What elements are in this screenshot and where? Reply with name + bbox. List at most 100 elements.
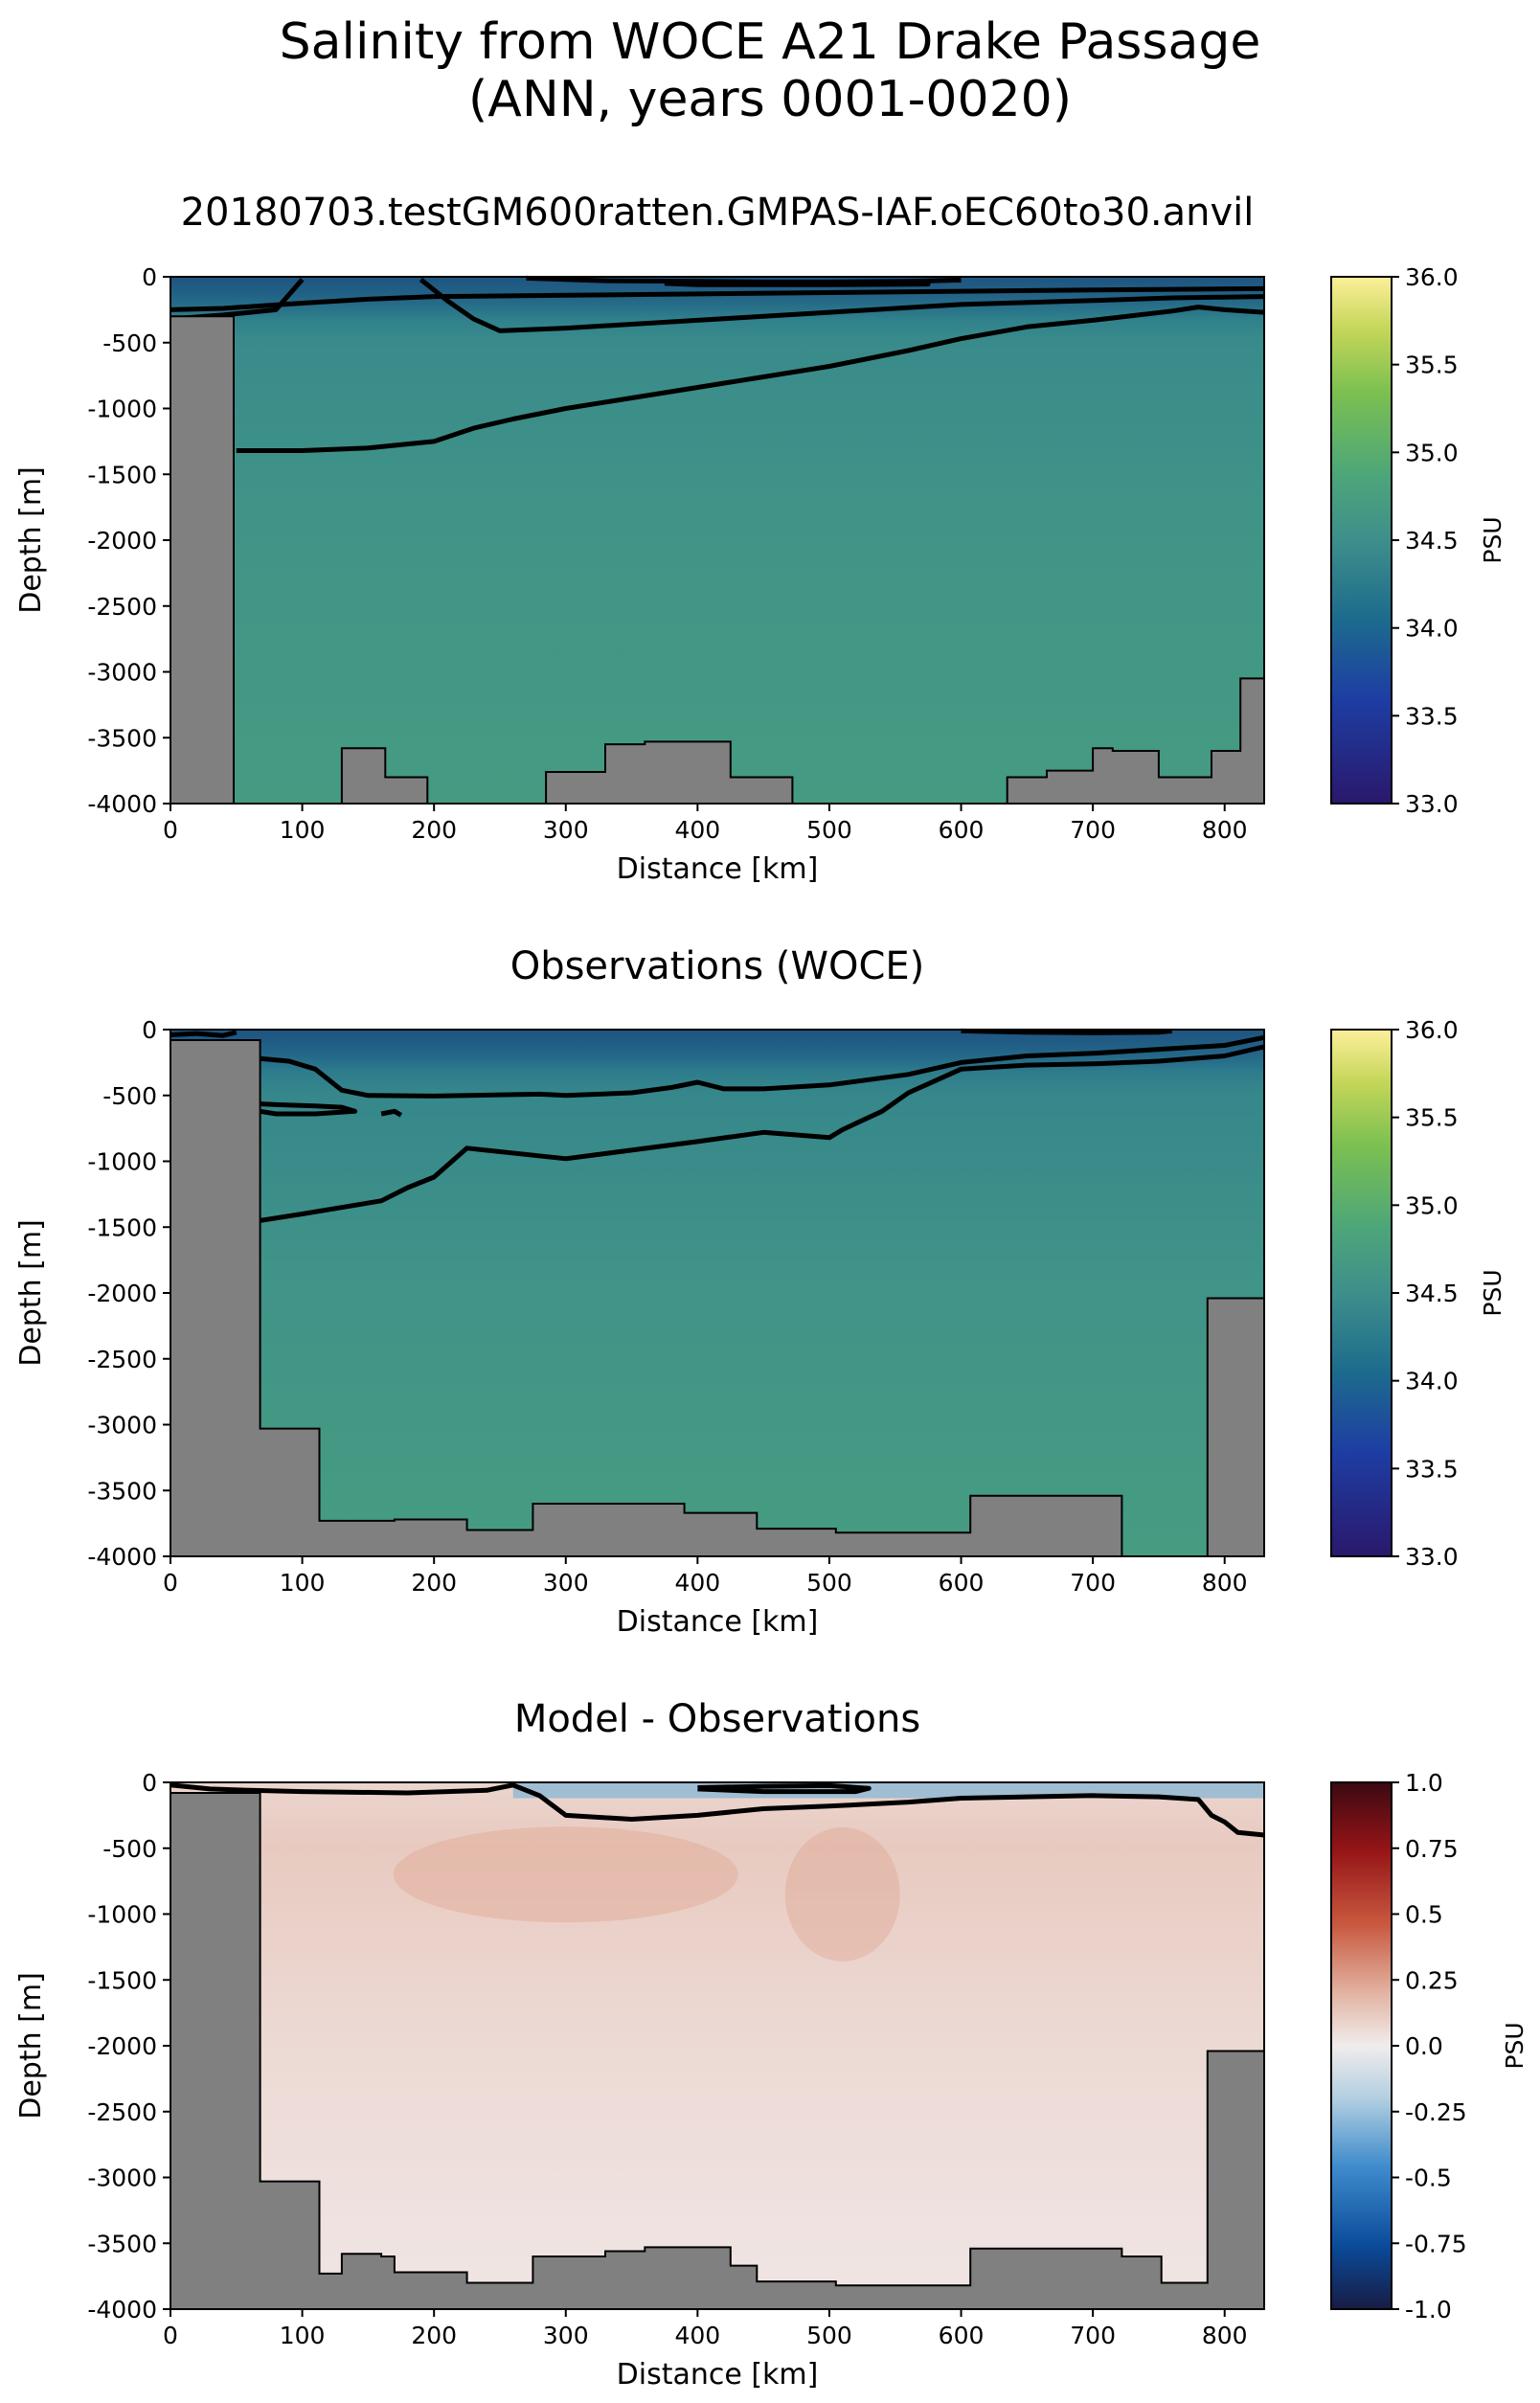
colorbar-tick-label: 0.5: [1405, 1901, 1443, 1929]
y-tick-label: -3000: [87, 1412, 157, 1440]
y-tick-label: -1500: [87, 1966, 157, 1994]
colorbar-tick-label: 1.0: [1405, 1769, 1443, 1797]
y-tick-label: 0: [142, 1769, 157, 1797]
x-tick-label: 400: [675, 816, 721, 844]
x-axis-label: Distance [km]: [617, 1605, 819, 1639]
x-tick-label: 200: [411, 2322, 457, 2349]
contour-line: [419, 277, 1265, 333]
colorbar-tick-label: -0.5: [1405, 2165, 1452, 2192]
x-tick-label: 300: [543, 816, 589, 844]
colorbar-label: PSU: [1479, 1269, 1506, 1316]
colorbar: 33.0 33.5 34.0 34.5 35.0 35.5 36.0 PSU: [1330, 1016, 1506, 1571]
y-tick-label: -4000: [87, 2296, 157, 2324]
y-axis-label: Depth [m]: [14, 466, 48, 614]
bathymetry: [170, 315, 1265, 805]
x-tick-label: 0: [163, 816, 178, 844]
colorbar-tick-label: 34.0: [1405, 615, 1459, 643]
y-tick-label: -2500: [87, 2098, 157, 2126]
colorbar-tick-label: 34.5: [1405, 527, 1459, 555]
y-tick-label: -1000: [87, 1148, 157, 1176]
figure-title-line2: (ANN, years 0001-0020): [467, 71, 1073, 128]
colorbar-tick-label: 33.5: [1405, 1455, 1459, 1483]
colorbar-tick-label: 36.0: [1405, 263, 1459, 291]
panel-3: Model - Observations 0 100 200 300 400 500 600 7…: [14, 1697, 1529, 2392]
x-tick-label: 100: [280, 1569, 326, 1597]
panel-title: Model - Observations: [514, 1697, 920, 1741]
y-tick-label: -3500: [87, 724, 157, 752]
y-tick-label: -3500: [87, 1477, 157, 1505]
x-tick-label: 500: [806, 2322, 852, 2349]
y-tick-label: -2000: [87, 2032, 157, 2060]
colorbar-tick-label: 35.0: [1405, 439, 1459, 466]
bathymetry: [170, 1792, 1265, 2310]
colorbar-tick-label: 35.5: [1405, 351, 1459, 379]
x-tick-label: 400: [675, 1569, 721, 1597]
colorbar-gradient: [1330, 276, 1393, 805]
colorbar-tick-label: -0.25: [1405, 2098, 1467, 2126]
colorbar-label: PSU: [1479, 516, 1506, 563]
x-tick-label: 600: [939, 2322, 985, 2349]
x-tick-label: 800: [1202, 2322, 1248, 2349]
y-tick-label: -2000: [87, 527, 157, 555]
colorbar-gradient: [1330, 1781, 1393, 2310]
y-tick-label: -4000: [87, 1543, 157, 1571]
x-axis-label: Distance [km]: [617, 852, 819, 886]
colorbar-tick-label: 36.0: [1405, 1016, 1459, 1044]
contour-line: [170, 285, 1265, 312]
x-tick-label: 0: [163, 2322, 178, 2349]
y-tick-label: -1500: [87, 461, 157, 488]
x-tick-label: 400: [675, 2322, 721, 2349]
contour-line: [260, 1044, 1265, 1223]
salinity-field: [170, 1782, 1264, 2309]
colorbar: 33.0 33.5 34.0 34.5 35.0 35.5 36.0 PSU: [1330, 263, 1506, 818]
x-tick-label: 600: [939, 1569, 985, 1597]
x-tick-label: 0: [163, 1569, 178, 1597]
salinity-field: [170, 1030, 1264, 1556]
panel-title: 20180703.testGM600ratten.GMPAS-IAF.oEC60…: [181, 191, 1255, 235]
x-tick-label: 200: [411, 1569, 457, 1597]
colorbar-tick-label: 35.5: [1405, 1104, 1459, 1132]
colorbar-tick-label: 33.5: [1405, 702, 1459, 730]
salinity-field: [170, 277, 1264, 804]
colorbar: 1.0 0.75 0.5 0.25 0.0 -0.25 -0.5 -0.75 -1.0 PSU: [1330, 1769, 1529, 2324]
colorbar-tick-label: 34.0: [1405, 1368, 1459, 1395]
y-axis-label: Depth [m]: [14, 1219, 48, 1367]
colorbar-gradient: [1330, 1029, 1393, 1557]
x-tick-label: 300: [543, 2322, 589, 2349]
panel-1: 20180703.testGM600ratten.GMPAS-IAF.oEC60…: [14, 191, 1506, 886]
figure-title-line1: Salinity from WOCE A21 Drake Passage: [279, 13, 1261, 71]
panel-title: Observations (WOCE): [510, 944, 925, 988]
y-tick-label: -1000: [87, 1901, 157, 1929]
y-tick-label: -1500: [87, 1213, 157, 1241]
contour-line: [170, 1782, 1265, 1838]
contour-line: [260, 1034, 1265, 1099]
x-tick-label: 200: [411, 816, 457, 844]
colorbar-tick-label: 33.0: [1405, 1543, 1459, 1571]
colorbar-tick-label: 34.5: [1405, 1280, 1459, 1307]
x-tick-label: 100: [280, 2322, 326, 2349]
contour-line: [961, 1028, 1172, 1035]
colorbar-tick-label: -1.0: [1405, 2296, 1452, 2324]
x-tick-label: 700: [1070, 2322, 1116, 2349]
contour-line: [249, 1100, 358, 1117]
colorbar-label: PSU: [1501, 2022, 1529, 2069]
y-tick-label: -500: [102, 329, 157, 357]
x-tick-label: 800: [1202, 1569, 1248, 1597]
contour-line: [170, 1030, 238, 1038]
x-tick-label: 500: [806, 816, 852, 844]
colorbar-tick-label: 33.0: [1405, 790, 1459, 818]
x-tick-label: 300: [543, 1569, 589, 1597]
colorbar-tick-label: 35.0: [1405, 1191, 1459, 1219]
x-tick-label: 600: [939, 816, 985, 844]
contour-line: [697, 1782, 872, 1795]
y-tick-label: -4000: [87, 790, 157, 818]
y-tick-label: 0: [142, 263, 157, 291]
contour-line: [236, 305, 1265, 453]
y-tick-label: -2500: [87, 1346, 157, 1373]
y-tick-label: -2500: [87, 593, 157, 621]
y-tick-label: -1000: [87, 396, 157, 423]
x-tick-label: 800: [1202, 816, 1248, 844]
x-tick-label: 100: [280, 816, 326, 844]
contour-line: [380, 1108, 403, 1118]
